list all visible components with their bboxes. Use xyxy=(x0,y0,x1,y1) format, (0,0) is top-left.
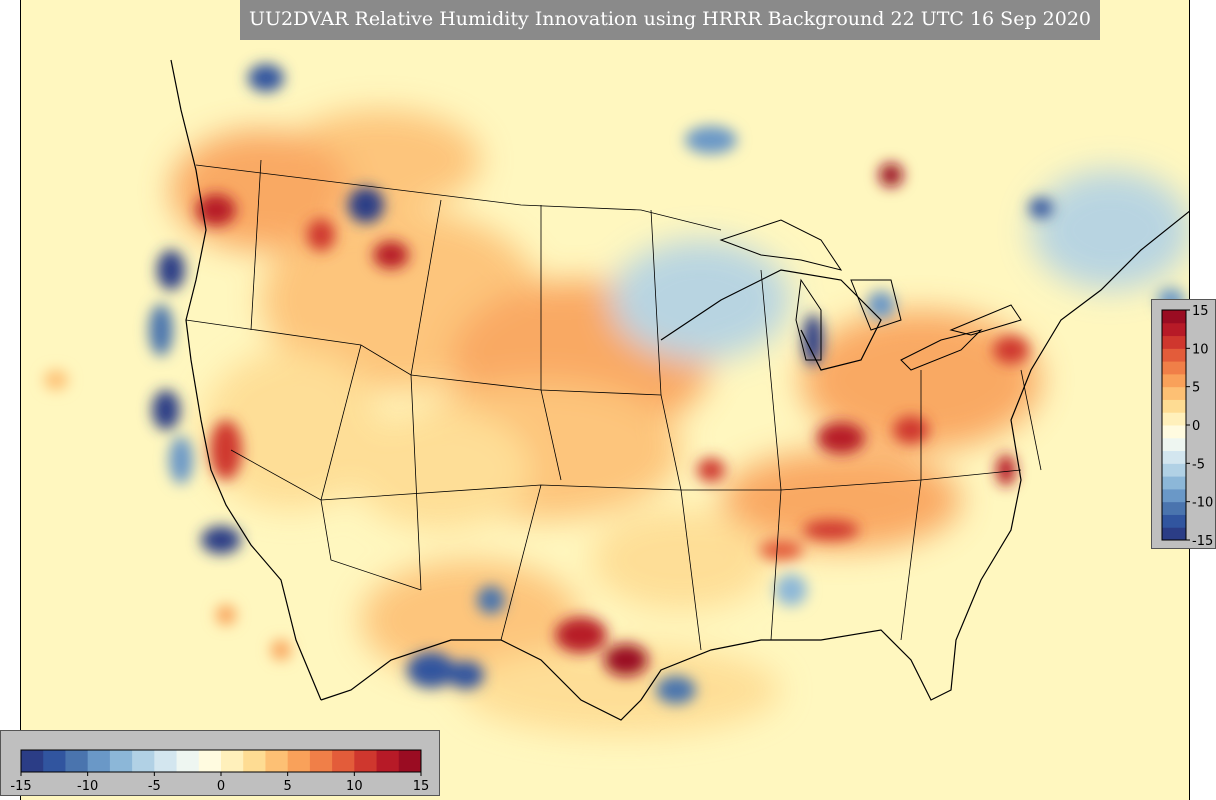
colorbar-tick-label: -5 xyxy=(1192,457,1205,472)
colorbar-swatch xyxy=(43,750,66,772)
colorbar-swatch xyxy=(1162,373,1186,388)
colorbar-swatch xyxy=(109,750,133,772)
colorbar-tick-label: 5 xyxy=(1192,381,1200,396)
innovation-extremes xyxy=(44,64,1185,704)
map-title: UU2DVAR Relative Humidity Innovation usi… xyxy=(240,0,1100,40)
innovation-field xyxy=(171,110,1189,735)
map-panel xyxy=(20,0,1190,800)
colorbar-swatch xyxy=(154,750,178,772)
colorbar-swatch xyxy=(1162,386,1186,400)
colorbar-swatch xyxy=(87,750,111,772)
colorbar-swatch xyxy=(1162,335,1186,349)
colorbar-tick-label: 5 xyxy=(284,779,292,794)
colorbar-tick-label: 0 xyxy=(217,779,225,794)
colorbar-swatch xyxy=(1162,348,1186,362)
colorbar-swatch xyxy=(1162,488,1186,503)
lakes xyxy=(719,219,1022,371)
colorbar-tick-label: -15 xyxy=(1192,534,1213,549)
colorbar-vertical: 15 10 5 0 -5 -10 -15 xyxy=(1151,299,1216,549)
colorbar-tick-label: -15 xyxy=(10,779,31,794)
colorbar-tick-label: 15 xyxy=(1192,304,1209,319)
colorbar-tick-label: -5 xyxy=(148,779,161,794)
colorbar-swatch xyxy=(1162,463,1186,477)
colorbar-tick-label: -10 xyxy=(1192,496,1213,511)
colorbar-swatch xyxy=(1162,527,1186,541)
colorbar-swatch xyxy=(287,750,311,772)
humidity-map xyxy=(21,0,1189,800)
colorbar-swatch xyxy=(354,750,378,772)
colorbar-horizontal: -15 -10 -5 0 5 10 15 xyxy=(0,730,440,796)
colorbar-swatch xyxy=(1162,322,1186,337)
colorbar-swatch xyxy=(332,750,355,772)
colorbar-swatch xyxy=(1162,450,1186,464)
colorbar-swatch xyxy=(1162,514,1186,528)
colorbar-swatch xyxy=(1162,437,1186,452)
colorbar-swatch xyxy=(1162,412,1186,426)
colorbar-swatch xyxy=(398,750,422,772)
colorbar-swatch xyxy=(1162,501,1186,515)
colorbar-swatch xyxy=(265,750,289,772)
colorbar-swatch xyxy=(1162,476,1186,490)
colorbar-swatch xyxy=(1162,399,1186,413)
colorbar-tick-label: 15 xyxy=(413,779,430,794)
colorbar-swatch xyxy=(221,750,244,772)
colorbar-swatch xyxy=(243,750,266,772)
colorbar-swatch xyxy=(1162,361,1186,375)
colorbar-swatch xyxy=(65,750,89,772)
colorbar-swatch xyxy=(132,750,155,772)
colorbar-tick-label: 0 xyxy=(1192,419,1200,434)
colorbar-swatch xyxy=(21,750,44,772)
colorbar-swatch xyxy=(376,750,400,772)
colorbar-swatch xyxy=(1162,425,1186,439)
colorbar-swatch xyxy=(1162,310,1186,324)
colorbar-tick-label: 10 xyxy=(346,779,363,794)
colorbar-swatch xyxy=(198,750,222,772)
colorbar-swatch xyxy=(309,750,333,772)
colorbar-tick-label: 10 xyxy=(1192,342,1209,357)
colorbar-tick-label: -10 xyxy=(77,779,98,794)
colorbar-swatch xyxy=(176,750,200,772)
state-borders xyxy=(185,159,1042,651)
